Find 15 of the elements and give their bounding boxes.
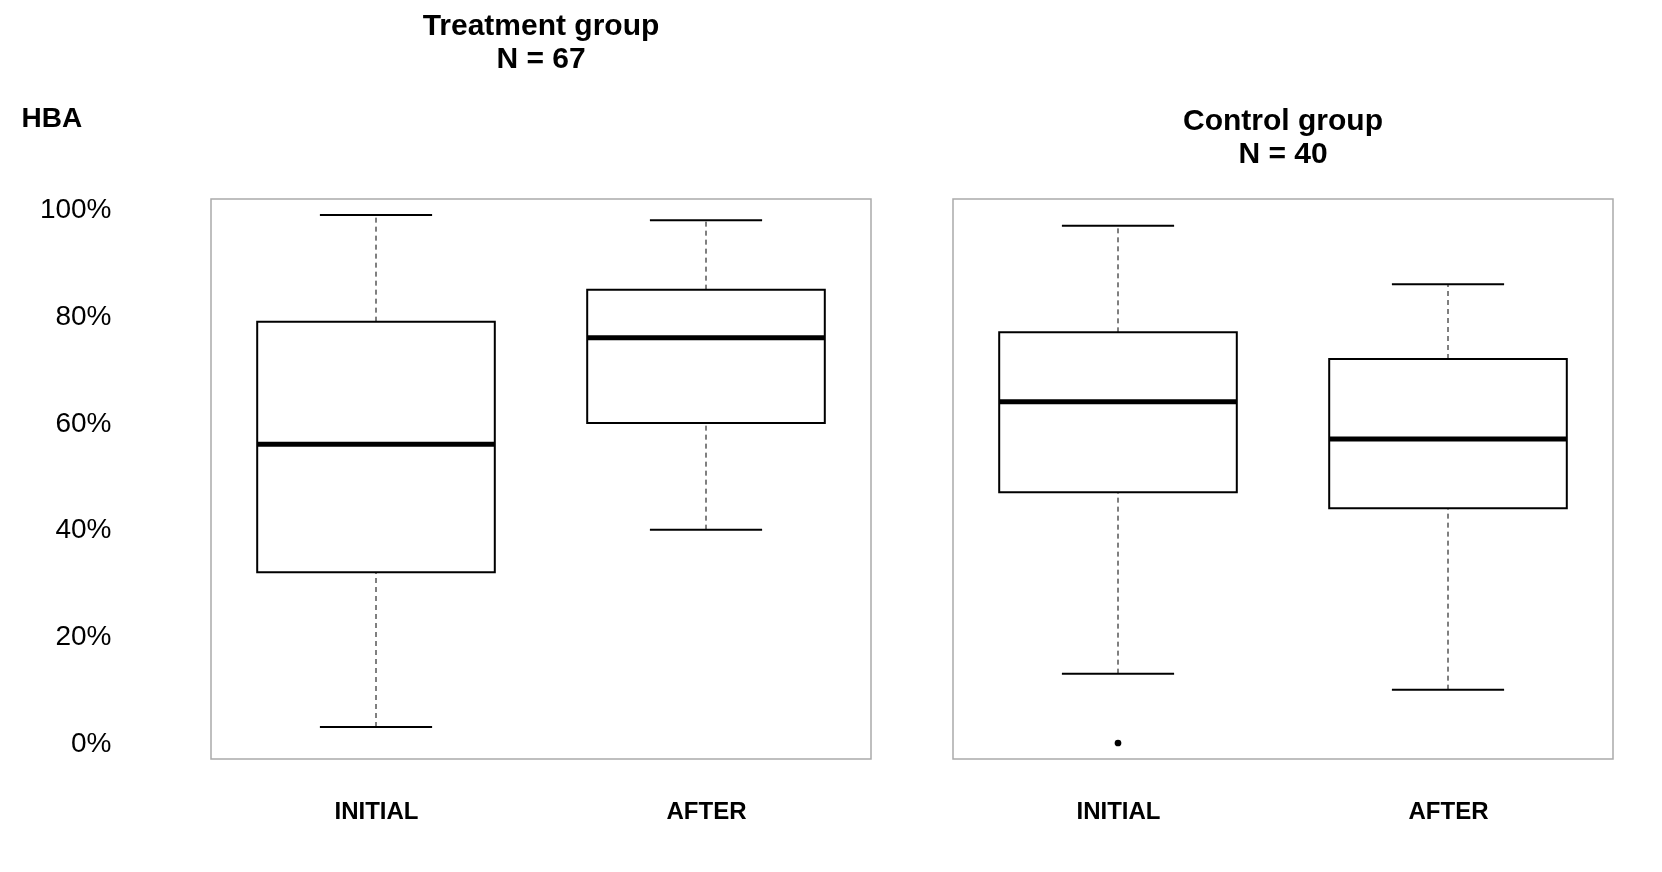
y-tick-label: 20% [55, 619, 112, 651]
x-tick-label: AFTER [666, 796, 747, 824]
y-tick-label: 100% [39, 193, 112, 225]
x-tick-label: AFTER [1408, 796, 1489, 824]
y-tick-label: 40% [55, 513, 112, 545]
chart-subtitle: N = 67 [496, 41, 586, 74]
y-tick-label: 60% [55, 406, 112, 438]
chart-subtitle: N = 40 [1238, 136, 1328, 169]
x-tick-label: INITIAL [1076, 796, 1161, 824]
y-axis-title: HBA [21, 101, 83, 133]
chart-title: Treatment group [422, 8, 660, 41]
y-tick-label: 80% [55, 299, 112, 331]
y-tick-label: 0% [71, 726, 112, 758]
x-tick-label: INITIAL [334, 796, 419, 824]
chart-title: Control group [1183, 103, 1383, 136]
